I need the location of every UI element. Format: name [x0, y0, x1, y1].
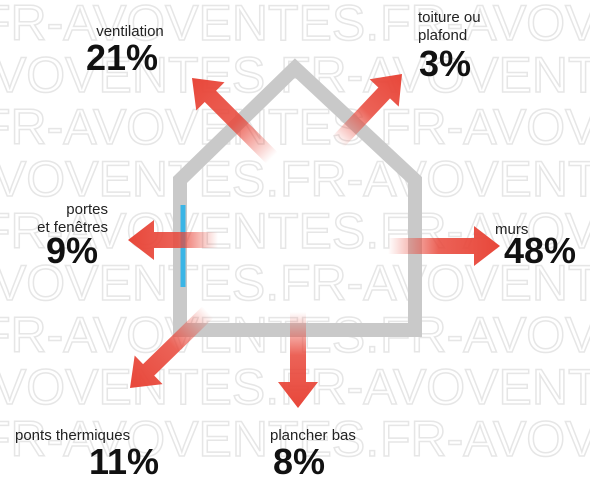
watermark-text: FR-AVOVENTES. — [280, 151, 590, 207]
item-label: portes — [66, 201, 108, 218]
watermark-text: FR-AVOVENTES. — [380, 0, 590, 51]
item-value: 48% — [504, 230, 576, 271]
watermark-text: FR-AVOVENTES. — [380, 99, 590, 155]
item-value: 8% — [273, 441, 325, 478]
watermark-text: FR-AVOVENTES. — [280, 359, 590, 415]
watermark-text: FR-AVOVENTES. — [0, 151, 279, 207]
watermark-text: FR-AVOVENTES. — [380, 411, 590, 467]
item-label: toiture ou — [418, 9, 481, 26]
watermark-text: FR-AVOVENTES. — [0, 99, 379, 155]
item-value: 21% — [86, 37, 158, 78]
watermark-text: FR-AVOVENTES. — [0, 255, 279, 311]
item-value: 9% — [46, 230, 98, 271]
item-value: 11% — [89, 441, 159, 478]
item-value: 3% — [419, 43, 471, 84]
watermark-text: FR-AVOVENTES. — [0, 0, 379, 51]
item-label: plafond — [418, 27, 467, 44]
infographic: FR-AVOVENTES.FR-AVOVENTES.FR-AVOVENTES.F… — [0, 0, 590, 478]
